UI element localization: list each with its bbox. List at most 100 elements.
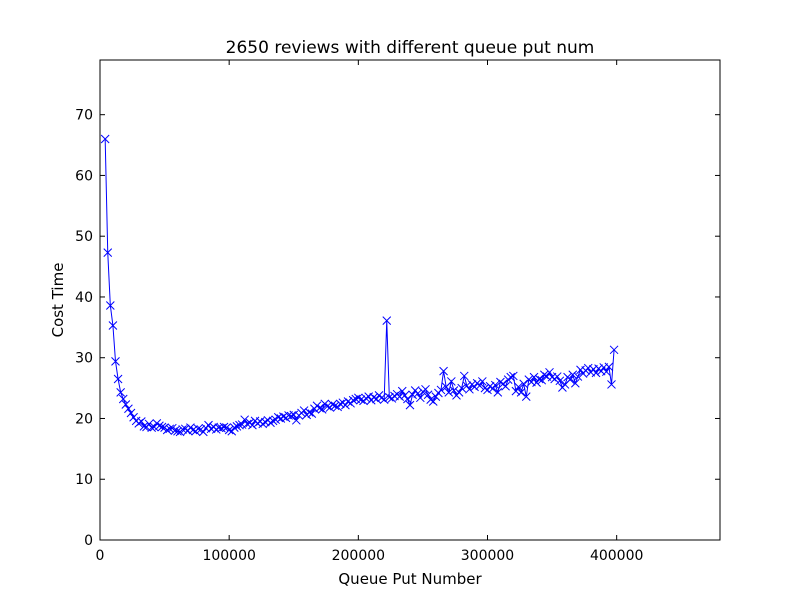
data-point xyxy=(180,424,190,434)
x-axis-label: Queue Put Number xyxy=(338,570,482,588)
data-point xyxy=(462,381,472,391)
data-point xyxy=(304,408,314,417)
data-point xyxy=(516,388,526,397)
x-tick-label: 300000 xyxy=(461,548,514,564)
data-point xyxy=(496,377,505,387)
data-point xyxy=(514,382,523,392)
data-point xyxy=(601,367,611,377)
data-point xyxy=(439,366,448,376)
data-point xyxy=(431,392,441,401)
data-point xyxy=(421,384,430,394)
data-point xyxy=(108,321,118,330)
data-point xyxy=(397,386,407,396)
data-point xyxy=(539,370,549,380)
data-point xyxy=(361,394,371,403)
data-point xyxy=(477,377,487,386)
data-point xyxy=(224,425,234,435)
data-point xyxy=(240,415,250,425)
y-tick-label: 60 xyxy=(75,168,93,184)
data-point xyxy=(395,392,405,401)
data-point xyxy=(570,378,580,388)
data-point xyxy=(356,395,366,404)
data-point xyxy=(291,415,301,425)
data-point xyxy=(384,392,394,402)
data-point xyxy=(198,427,208,437)
data-point xyxy=(483,385,492,395)
axis-ticks: 0 100000 200000 300000 400000 0 10 20 30 40 50 60 70 xyxy=(75,60,720,564)
data-point xyxy=(436,385,446,395)
data-point xyxy=(100,134,110,144)
data-point xyxy=(139,422,149,431)
y-tick-label: 20 xyxy=(75,411,93,427)
data-point xyxy=(268,416,278,426)
data-point xyxy=(568,370,578,380)
data-point xyxy=(328,400,337,409)
x-tick-label: 0 xyxy=(96,548,105,564)
y-axis-label: Cost Time xyxy=(49,263,67,338)
data-point xyxy=(475,381,485,391)
data-point xyxy=(204,420,213,430)
data-point xyxy=(379,395,389,404)
data-point xyxy=(124,404,133,414)
data-point xyxy=(258,419,268,429)
data-point xyxy=(279,412,288,422)
data-point xyxy=(457,383,467,393)
data-point xyxy=(105,301,115,310)
chart-title: 2650 reviews with different queue put nu… xyxy=(226,38,595,58)
data-point xyxy=(400,391,410,400)
data-point xyxy=(341,400,350,410)
data-point xyxy=(211,425,221,434)
data-point xyxy=(134,418,144,428)
data-point xyxy=(444,388,454,397)
y-tick-label: 30 xyxy=(75,351,93,367)
data-point xyxy=(426,395,436,404)
y-tick-label: 50 xyxy=(75,229,93,245)
data-point xyxy=(322,401,332,411)
data-point xyxy=(405,400,415,410)
x-tick-label: 200000 xyxy=(332,548,385,564)
data-point xyxy=(446,377,456,386)
y-tick-label: 40 xyxy=(75,290,93,306)
data-point xyxy=(470,382,479,392)
data-point xyxy=(372,394,381,404)
data-point xyxy=(555,376,565,386)
data-point xyxy=(170,426,180,435)
data-point xyxy=(501,381,510,391)
data-point xyxy=(488,384,498,394)
data-point xyxy=(248,420,257,430)
data-point xyxy=(129,412,138,422)
data-point xyxy=(348,395,358,405)
data-point xyxy=(604,362,614,372)
data-point xyxy=(511,386,521,396)
data-point xyxy=(118,394,128,404)
data-point xyxy=(111,357,120,366)
data-point xyxy=(266,418,275,428)
data-point xyxy=(408,390,417,400)
y-tick-label: 10 xyxy=(75,472,93,488)
data-point xyxy=(552,372,562,381)
data-point xyxy=(423,390,433,400)
data-point xyxy=(315,403,324,413)
data-point xyxy=(591,368,601,378)
data-point xyxy=(299,406,309,415)
data-point xyxy=(121,400,131,409)
data-point xyxy=(382,316,392,326)
data-point xyxy=(193,424,203,434)
data-point xyxy=(449,386,459,395)
data-series xyxy=(100,134,619,437)
data-point xyxy=(519,379,529,389)
data-point xyxy=(428,397,438,406)
data-point xyxy=(532,378,541,387)
data-point xyxy=(113,374,123,384)
data-point xyxy=(403,394,412,404)
data-point xyxy=(149,422,159,432)
data-point xyxy=(178,425,188,434)
data-point xyxy=(307,409,317,418)
data-point xyxy=(573,372,583,381)
y-tick-label: 0 xyxy=(84,533,93,549)
data-point xyxy=(144,419,154,429)
data-point xyxy=(147,423,157,432)
data-point xyxy=(377,393,386,403)
data-point xyxy=(188,425,198,435)
